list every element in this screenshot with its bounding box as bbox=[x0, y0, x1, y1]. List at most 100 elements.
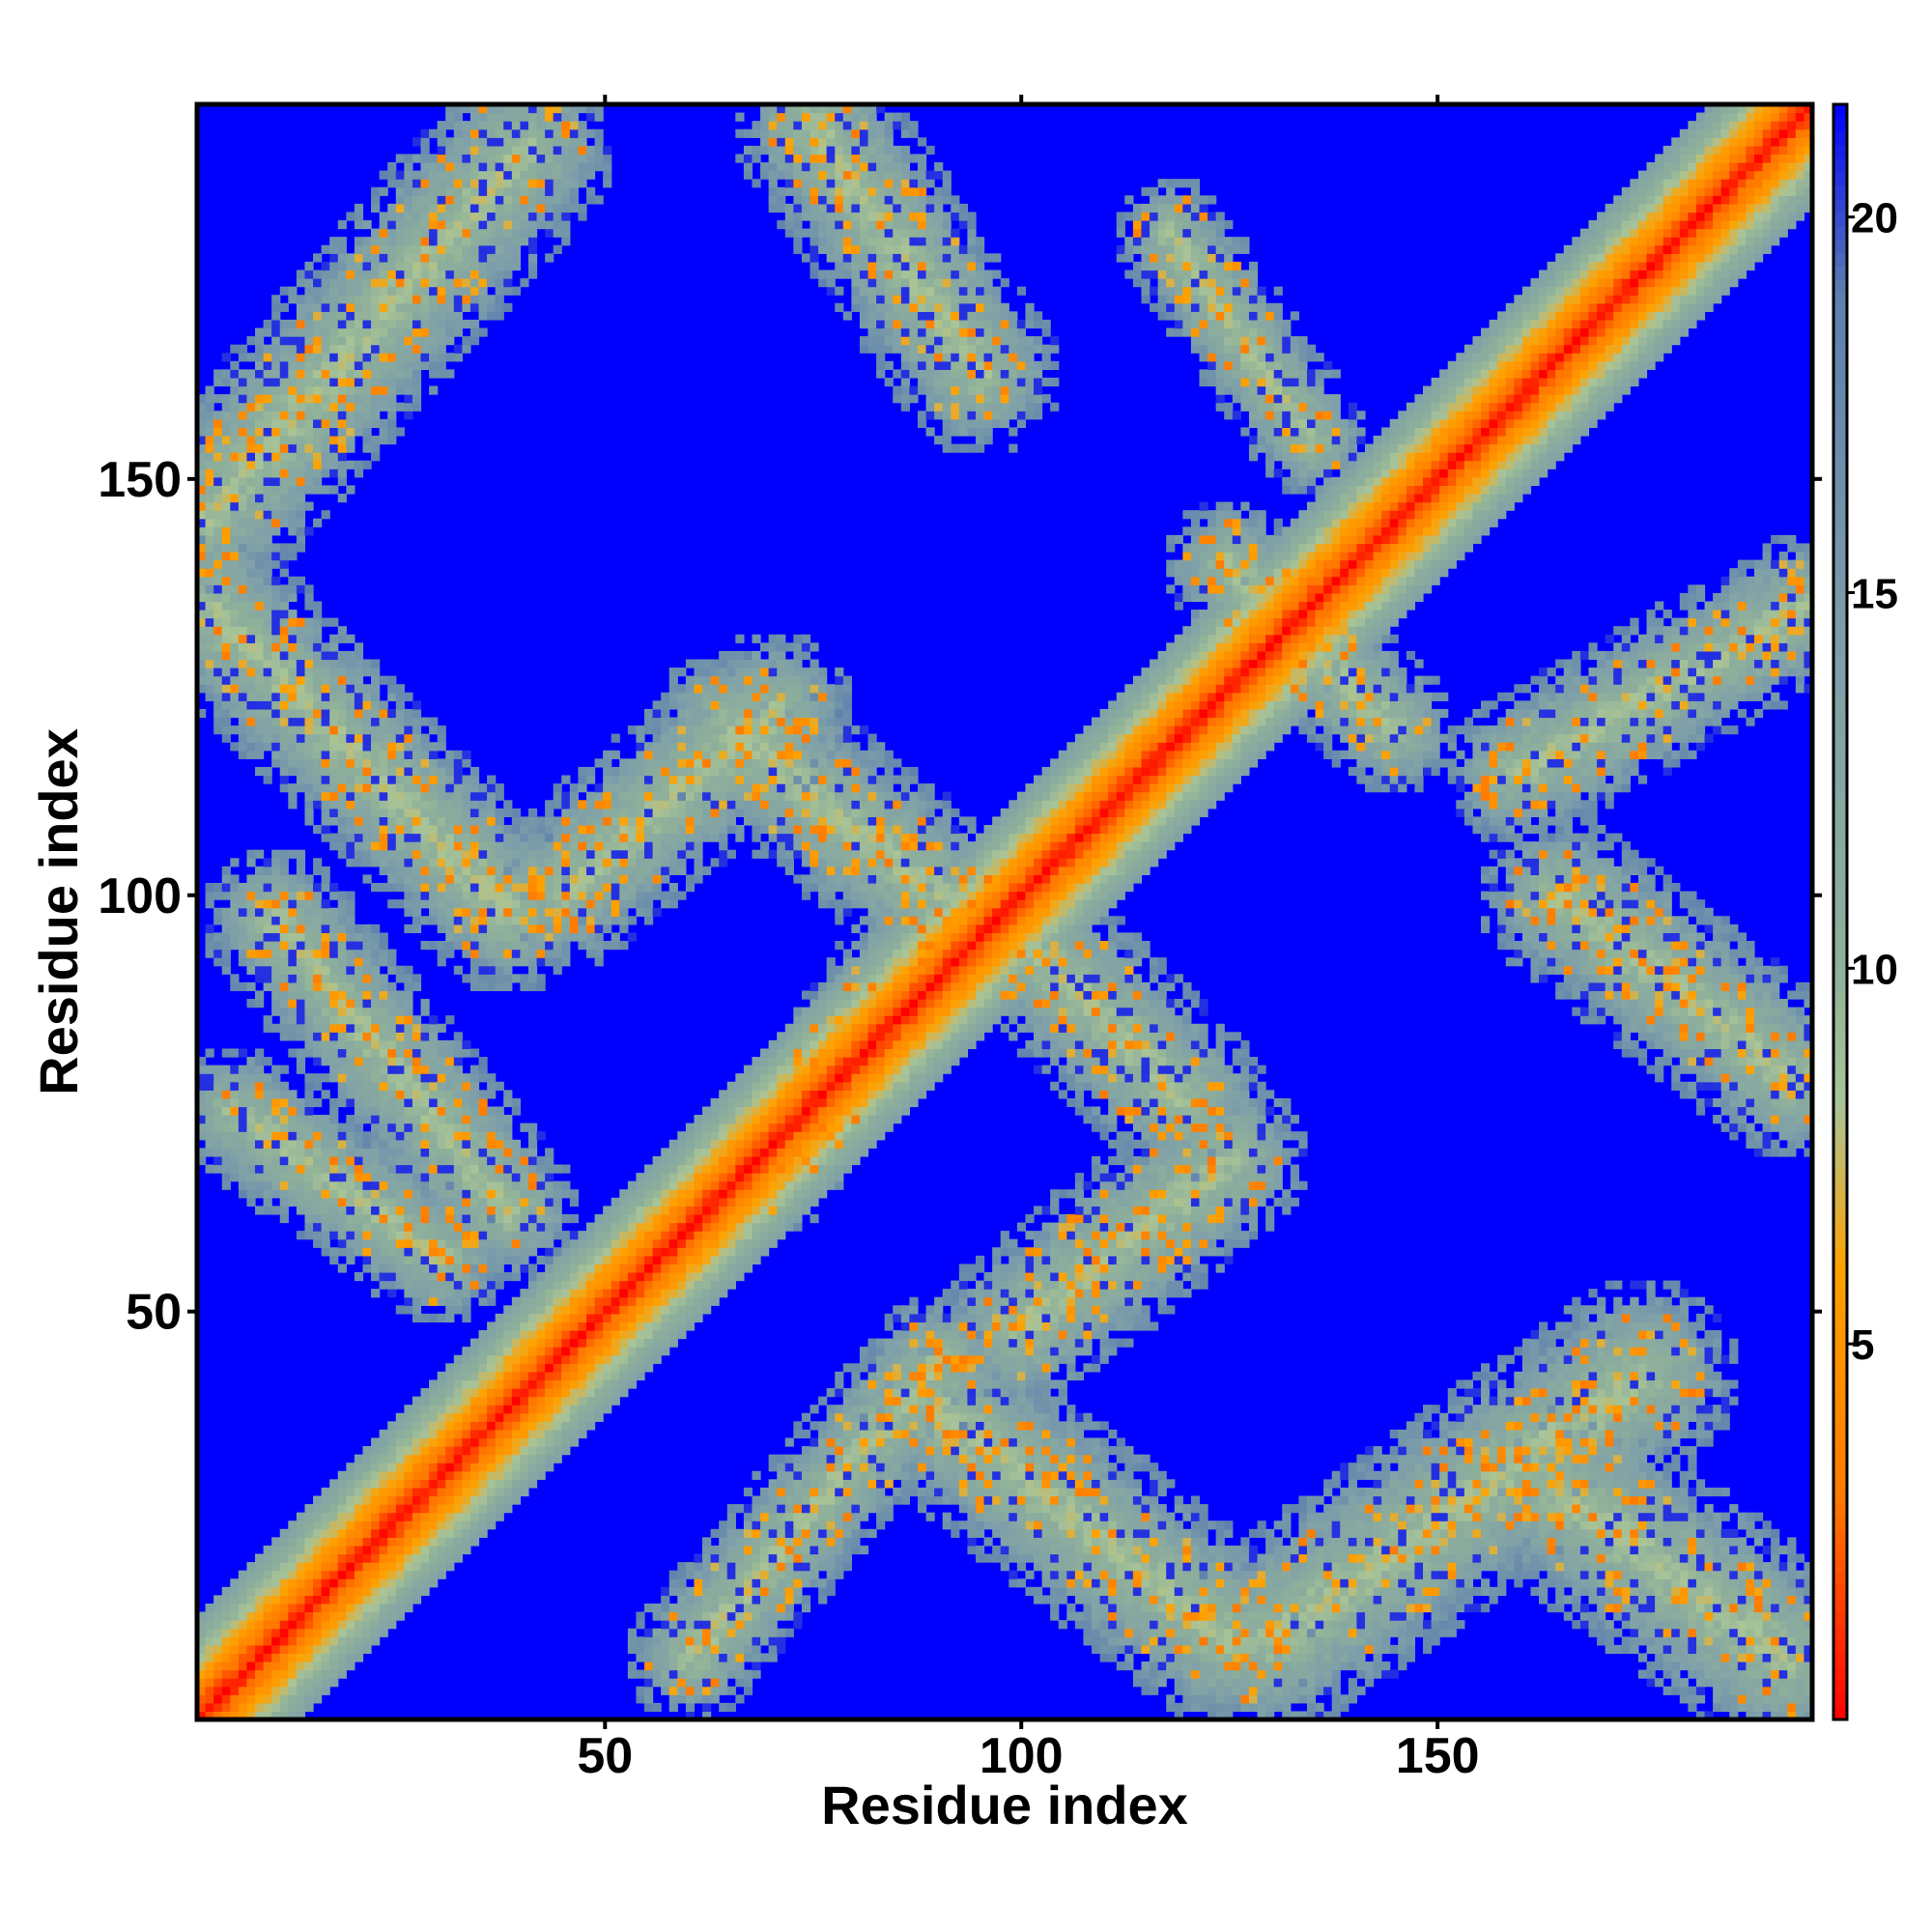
heatmap-cell bbox=[469, 981, 480, 992]
heatmap-cell bbox=[437, 949, 446, 958]
heatmap-cell bbox=[288, 319, 298, 329]
heatmap-cell bbox=[371, 1628, 381, 1637]
heatmap-cell bbox=[354, 411, 364, 420]
heatmap-cell bbox=[520, 1189, 529, 1199]
heatmap-cell bbox=[304, 427, 314, 437]
heatmap-cell bbox=[412, 302, 422, 312]
heatmap-cell bbox=[288, 1669, 298, 1679]
heatmap-cell bbox=[213, 1065, 223, 1074]
heatmap-cell bbox=[462, 824, 471, 835]
heatmap-cell bbox=[536, 1173, 546, 1182]
heatmap-cell bbox=[569, 858, 580, 867]
heatmap-cell bbox=[420, 128, 430, 138]
heatmap-cell bbox=[437, 1520, 446, 1530]
heatmap-cell bbox=[453, 1097, 463, 1108]
heatmap-cell bbox=[487, 858, 497, 867]
heatmap-cell bbox=[387, 360, 397, 370]
heatmap-cell bbox=[445, 162, 455, 172]
heatmap-cell bbox=[462, 179, 471, 188]
heatmap-cell bbox=[478, 1363, 488, 1373]
heatmap-cell bbox=[354, 1197, 364, 1207]
heatmap-cell bbox=[296, 1578, 306, 1588]
heatmap-cell bbox=[337, 742, 347, 752]
heatmap-cell bbox=[255, 584, 265, 594]
heatmap-cell bbox=[503, 112, 513, 122]
heatmap-cell bbox=[478, 882, 488, 893]
heatmap-cell bbox=[238, 916, 248, 925]
heatmap-cell bbox=[230, 1595, 240, 1605]
heatmap-cell bbox=[420, 319, 430, 329]
heatmap-cell bbox=[329, 1586, 339, 1596]
heatmap-cell bbox=[213, 916, 223, 925]
heatmap-cell bbox=[462, 261, 471, 271]
heatmap-cell bbox=[371, 1122, 381, 1132]
heatmap-cell bbox=[553, 916, 562, 925]
heatmap-cell bbox=[288, 1545, 298, 1555]
heatmap-cell bbox=[263, 775, 272, 784]
heatmap-cell bbox=[213, 684, 223, 694]
heatmap-cell bbox=[271, 485, 281, 495]
heatmap-cell bbox=[246, 1570, 256, 1579]
heatmap-cell bbox=[337, 650, 347, 661]
heatmap-cell bbox=[503, 1412, 513, 1422]
heatmap-cell bbox=[437, 1479, 446, 1489]
heatmap-cell bbox=[478, 1155, 488, 1166]
heatmap-cell bbox=[404, 766, 413, 777]
heatmap-cell bbox=[279, 941, 289, 951]
heatmap-cell bbox=[263, 584, 272, 594]
heatmap-cell bbox=[313, 336, 323, 346]
heatmap-cell bbox=[346, 999, 355, 1009]
heatmap-cell bbox=[453, 121, 463, 130]
heatmap-cell bbox=[511, 237, 521, 246]
heatmap-cell bbox=[337, 311, 347, 321]
heatmap-cell bbox=[420, 327, 430, 337]
heatmap-cell bbox=[362, 369, 372, 379]
heatmap-cell bbox=[585, 1379, 596, 1389]
heatmap-cell bbox=[469, 974, 480, 983]
heatmap-cell bbox=[337, 634, 347, 643]
heatmap-cell bbox=[288, 999, 298, 1009]
heatmap-cell bbox=[346, 1048, 355, 1058]
heatmap-cell bbox=[387, 717, 397, 726]
heatmap-cell bbox=[495, 849, 504, 859]
heatmap-cell bbox=[246, 923, 256, 934]
heatmap-cell bbox=[255, 526, 265, 536]
heatmap-cell bbox=[429, 1097, 439, 1108]
heatmap-cell bbox=[603, 891, 612, 900]
heatmap-cell bbox=[313, 1495, 323, 1505]
heatmap-cell bbox=[313, 999, 323, 1009]
heatmap-cell bbox=[527, 1330, 538, 1340]
heatmap-cell bbox=[387, 1495, 397, 1505]
heatmap-cell bbox=[263, 1015, 272, 1025]
heatmap-cell bbox=[371, 1470, 381, 1480]
heatmap-cell bbox=[429, 369, 439, 379]
heatmap-cell bbox=[395, 1454, 405, 1463]
heatmap-cell bbox=[246, 742, 256, 752]
heatmap-cell bbox=[445, 1371, 455, 1381]
heatmap-cell bbox=[469, 1354, 480, 1364]
heatmap-cell bbox=[395, 866, 405, 876]
heatmap-cell bbox=[445, 112, 455, 122]
heatmap-cell bbox=[404, 1429, 413, 1439]
heatmap-cell bbox=[527, 137, 538, 147]
heatmap-cell bbox=[469, 244, 480, 254]
heatmap-cell bbox=[296, 1570, 306, 1579]
heatmap-cell bbox=[453, 270, 463, 279]
heatmap-cell bbox=[527, 1271, 538, 1282]
heatmap-cell bbox=[503, 261, 513, 271]
heatmap-cell bbox=[495, 1238, 504, 1248]
heatmap-cell bbox=[313, 1528, 323, 1538]
heatmap-cell bbox=[545, 1305, 554, 1315]
heatmap-cell bbox=[354, 1570, 364, 1579]
heatmap-cell bbox=[437, 758, 446, 768]
heatmap-cell bbox=[296, 1115, 306, 1124]
heatmap-cell bbox=[354, 1479, 364, 1489]
heatmap-cell bbox=[346, 1537, 355, 1547]
heatmap-cell bbox=[379, 1586, 388, 1596]
heatmap-cell bbox=[346, 261, 355, 271]
heatmap-cell bbox=[387, 162, 397, 172]
heatmap-cell bbox=[437, 369, 446, 379]
heatmap-cell bbox=[238, 1173, 248, 1182]
heatmap-cell bbox=[230, 452, 240, 462]
heatmap-cell bbox=[536, 1313, 546, 1323]
